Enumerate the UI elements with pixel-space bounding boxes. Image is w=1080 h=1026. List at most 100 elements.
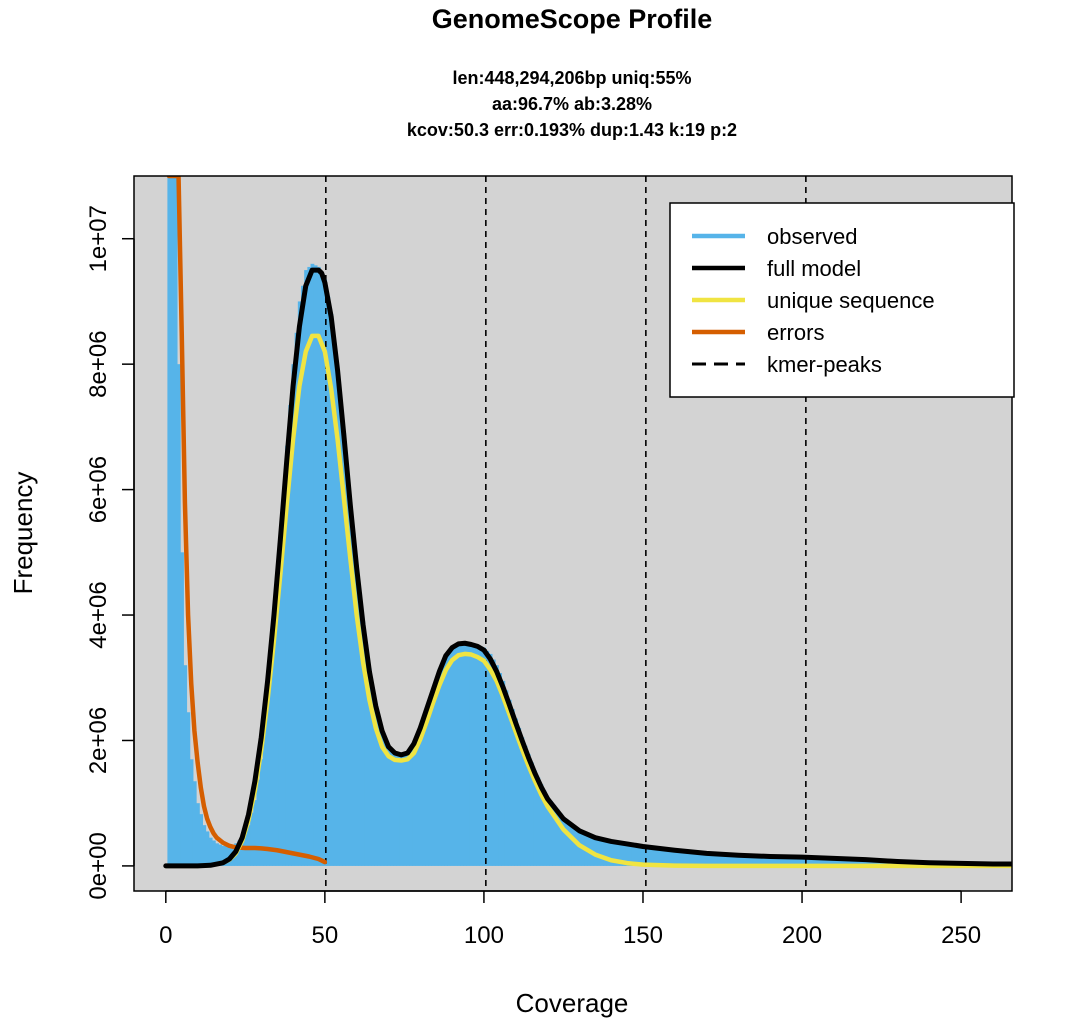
observed-bar bbox=[730, 854, 735, 866]
observed-bar bbox=[790, 856, 795, 866]
observed-bar bbox=[685, 850, 690, 866]
observed-bar bbox=[266, 702, 270, 866]
observed-bar bbox=[746, 855, 751, 866]
legend-label: full model bbox=[767, 256, 861, 281]
observed-bar bbox=[520, 737, 525, 866]
observed-bar bbox=[466, 642, 471, 866]
observed-bar bbox=[695, 851, 700, 866]
observed-bar bbox=[813, 857, 817, 866]
observed-bar bbox=[437, 668, 442, 866]
observed-bar bbox=[291, 364, 296, 866]
observed-bar bbox=[183, 665, 188, 866]
observed-bar bbox=[186, 712, 191, 866]
observed-bar bbox=[711, 853, 716, 866]
observed-bar bbox=[396, 753, 401, 866]
legend-item-unique-sequence: unique sequence bbox=[692, 288, 935, 313]
observed-bar bbox=[660, 848, 665, 866]
observed-bar bbox=[848, 858, 852, 866]
observed-bar bbox=[841, 858, 846, 866]
observed-bar bbox=[545, 796, 550, 866]
observed-bar bbox=[622, 842, 627, 866]
observed-bar bbox=[507, 699, 512, 866]
observed-bar bbox=[170, 176, 175, 866]
legend-label: kmer-peaks bbox=[767, 352, 882, 377]
observed-bar bbox=[361, 621, 366, 866]
y-tick-label: 0e+00 bbox=[85, 832, 112, 899]
observed-bar bbox=[650, 846, 655, 866]
observed-bar bbox=[336, 370, 340, 866]
observed-bar bbox=[635, 844, 639, 866]
observed-bar bbox=[339, 401, 343, 866]
observed-bar bbox=[479, 646, 483, 866]
observed-bar bbox=[832, 857, 837, 866]
legend-label: errors bbox=[767, 320, 824, 345]
y-tick-label: 1e+07 bbox=[85, 205, 112, 272]
observed-bar bbox=[596, 837, 601, 866]
observed-bar bbox=[237, 840, 242, 866]
observed-bar bbox=[313, 265, 318, 866]
observed-bar bbox=[771, 855, 776, 866]
y-tick-label: 6e+06 bbox=[85, 456, 112, 523]
y-axis-label: Frequency bbox=[8, 472, 38, 595]
observed-bar bbox=[727, 854, 732, 866]
observed-bar bbox=[810, 856, 814, 866]
observed-bar bbox=[316, 266, 321, 866]
observed-bar bbox=[825, 857, 830, 866]
x-tick-label: 200 bbox=[782, 922, 822, 949]
observed-bar bbox=[504, 690, 509, 866]
observed-bar bbox=[778, 856, 782, 866]
observed-bar bbox=[743, 854, 747, 866]
observed-bar bbox=[555, 808, 560, 866]
observed-bar bbox=[246, 825, 251, 866]
observed-bar bbox=[571, 824, 576, 866]
observed-bar bbox=[717, 853, 722, 866]
observed-bar bbox=[447, 650, 452, 866]
observed-bar bbox=[475, 645, 480, 866]
observed-bar bbox=[364, 644, 369, 866]
observed-bar bbox=[536, 777, 541, 866]
observed-bar bbox=[673, 849, 677, 866]
observed-bar bbox=[199, 814, 203, 866]
chart-subtitle-line-1: len:448,294,206bp uniq:55% bbox=[452, 68, 691, 88]
observed-bar bbox=[259, 759, 264, 866]
observed-bar bbox=[794, 856, 798, 866]
observed-bar bbox=[647, 846, 652, 866]
observed-bar bbox=[787, 856, 792, 866]
x-axis-label: Coverage bbox=[516, 988, 629, 1018]
x-tick-label: 150 bbox=[623, 922, 663, 949]
y-tick-label: 4e+06 bbox=[85, 581, 112, 648]
observed-bar bbox=[405, 751, 410, 866]
observed-bar bbox=[482, 647, 487, 866]
y-axis: 0e+00 2e+06 4e+06 6e+06 8e+06 1e+07 bbox=[85, 205, 135, 900]
observed-bar bbox=[628, 843, 633, 866]
observed-bar bbox=[864, 859, 868, 866]
kmer-peak-lines bbox=[325, 176, 807, 891]
observed-bar bbox=[603, 839, 607, 866]
observed-bar bbox=[733, 854, 738, 866]
observed-bar bbox=[281, 492, 286, 866]
observed-bar bbox=[399, 754, 404, 866]
observed-bar bbox=[533, 770, 538, 866]
observed-bar bbox=[644, 846, 649, 866]
observed-bar bbox=[425, 709, 429, 866]
x-tick-label: 0 bbox=[159, 922, 172, 949]
observed-bar bbox=[202, 825, 207, 866]
observed-bar bbox=[552, 804, 557, 866]
observed-bar bbox=[491, 659, 496, 866]
observed-bar bbox=[472, 644, 477, 866]
observed-bar bbox=[329, 313, 334, 866]
observed-bar bbox=[272, 627, 277, 866]
chart-subtitle-line-3: kcov:50.3 err:0.193% dup:1.43 k:19 p:2 bbox=[407, 120, 737, 140]
observed-bar bbox=[714, 853, 719, 866]
observed-bar bbox=[240, 837, 245, 866]
observed-bar bbox=[180, 552, 184, 866]
observed-bar bbox=[310, 263, 315, 866]
observed-bar bbox=[749, 855, 754, 866]
observed-bar bbox=[253, 800, 258, 866]
legend-label: observed bbox=[767, 224, 858, 249]
observed-bar bbox=[469, 643, 474, 866]
observed-bar bbox=[829, 857, 833, 866]
observed-bar bbox=[797, 856, 802, 866]
observed-bar bbox=[262, 731, 267, 866]
observed-bar bbox=[835, 857, 840, 866]
